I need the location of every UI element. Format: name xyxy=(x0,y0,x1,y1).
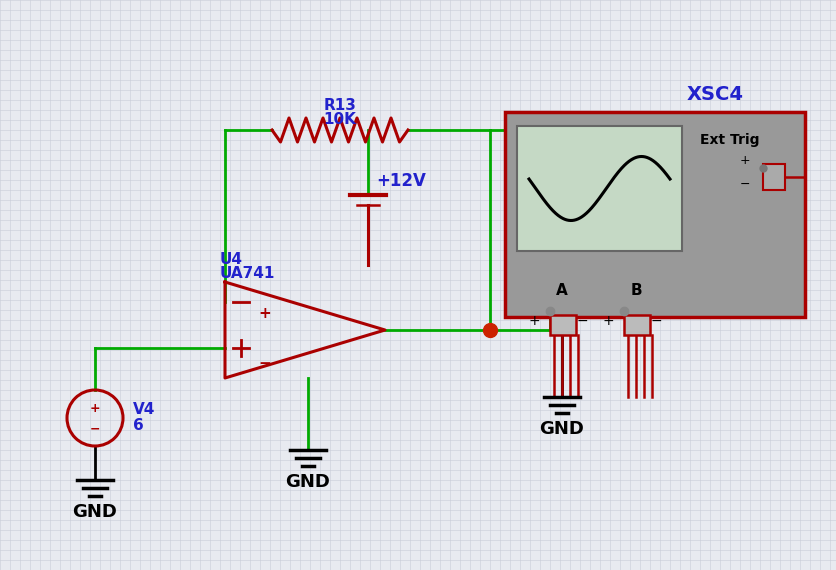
Text: GND: GND xyxy=(285,473,330,491)
Text: A: A xyxy=(555,283,567,298)
Text: 6: 6 xyxy=(133,418,144,434)
Text: V4: V4 xyxy=(133,401,155,417)
Text: +: + xyxy=(739,153,749,166)
Text: B: B xyxy=(630,283,641,298)
Text: −: − xyxy=(258,356,271,372)
Text: −: − xyxy=(89,422,100,435)
Text: +: + xyxy=(258,307,271,321)
Text: UA741: UA741 xyxy=(220,267,275,282)
Bar xyxy=(504,112,804,317)
Text: XSC4: XSC4 xyxy=(686,84,742,104)
Text: U4: U4 xyxy=(220,253,242,267)
Bar xyxy=(549,315,575,335)
Text: Ext Trig: Ext Trig xyxy=(699,133,758,147)
Text: +: + xyxy=(601,314,613,328)
Text: R13: R13 xyxy=(324,99,356,113)
Text: GND: GND xyxy=(73,503,117,521)
Text: 10K: 10K xyxy=(324,112,356,128)
Text: +12V: +12V xyxy=(375,172,426,190)
Text: −: − xyxy=(650,314,661,328)
Text: +: + xyxy=(528,314,539,328)
Bar xyxy=(762,164,784,190)
Text: GND: GND xyxy=(539,420,584,438)
Text: −: − xyxy=(575,314,587,328)
Bar xyxy=(624,315,650,335)
Text: −: − xyxy=(739,177,749,190)
Text: +: + xyxy=(89,401,100,414)
Bar xyxy=(517,126,681,251)
